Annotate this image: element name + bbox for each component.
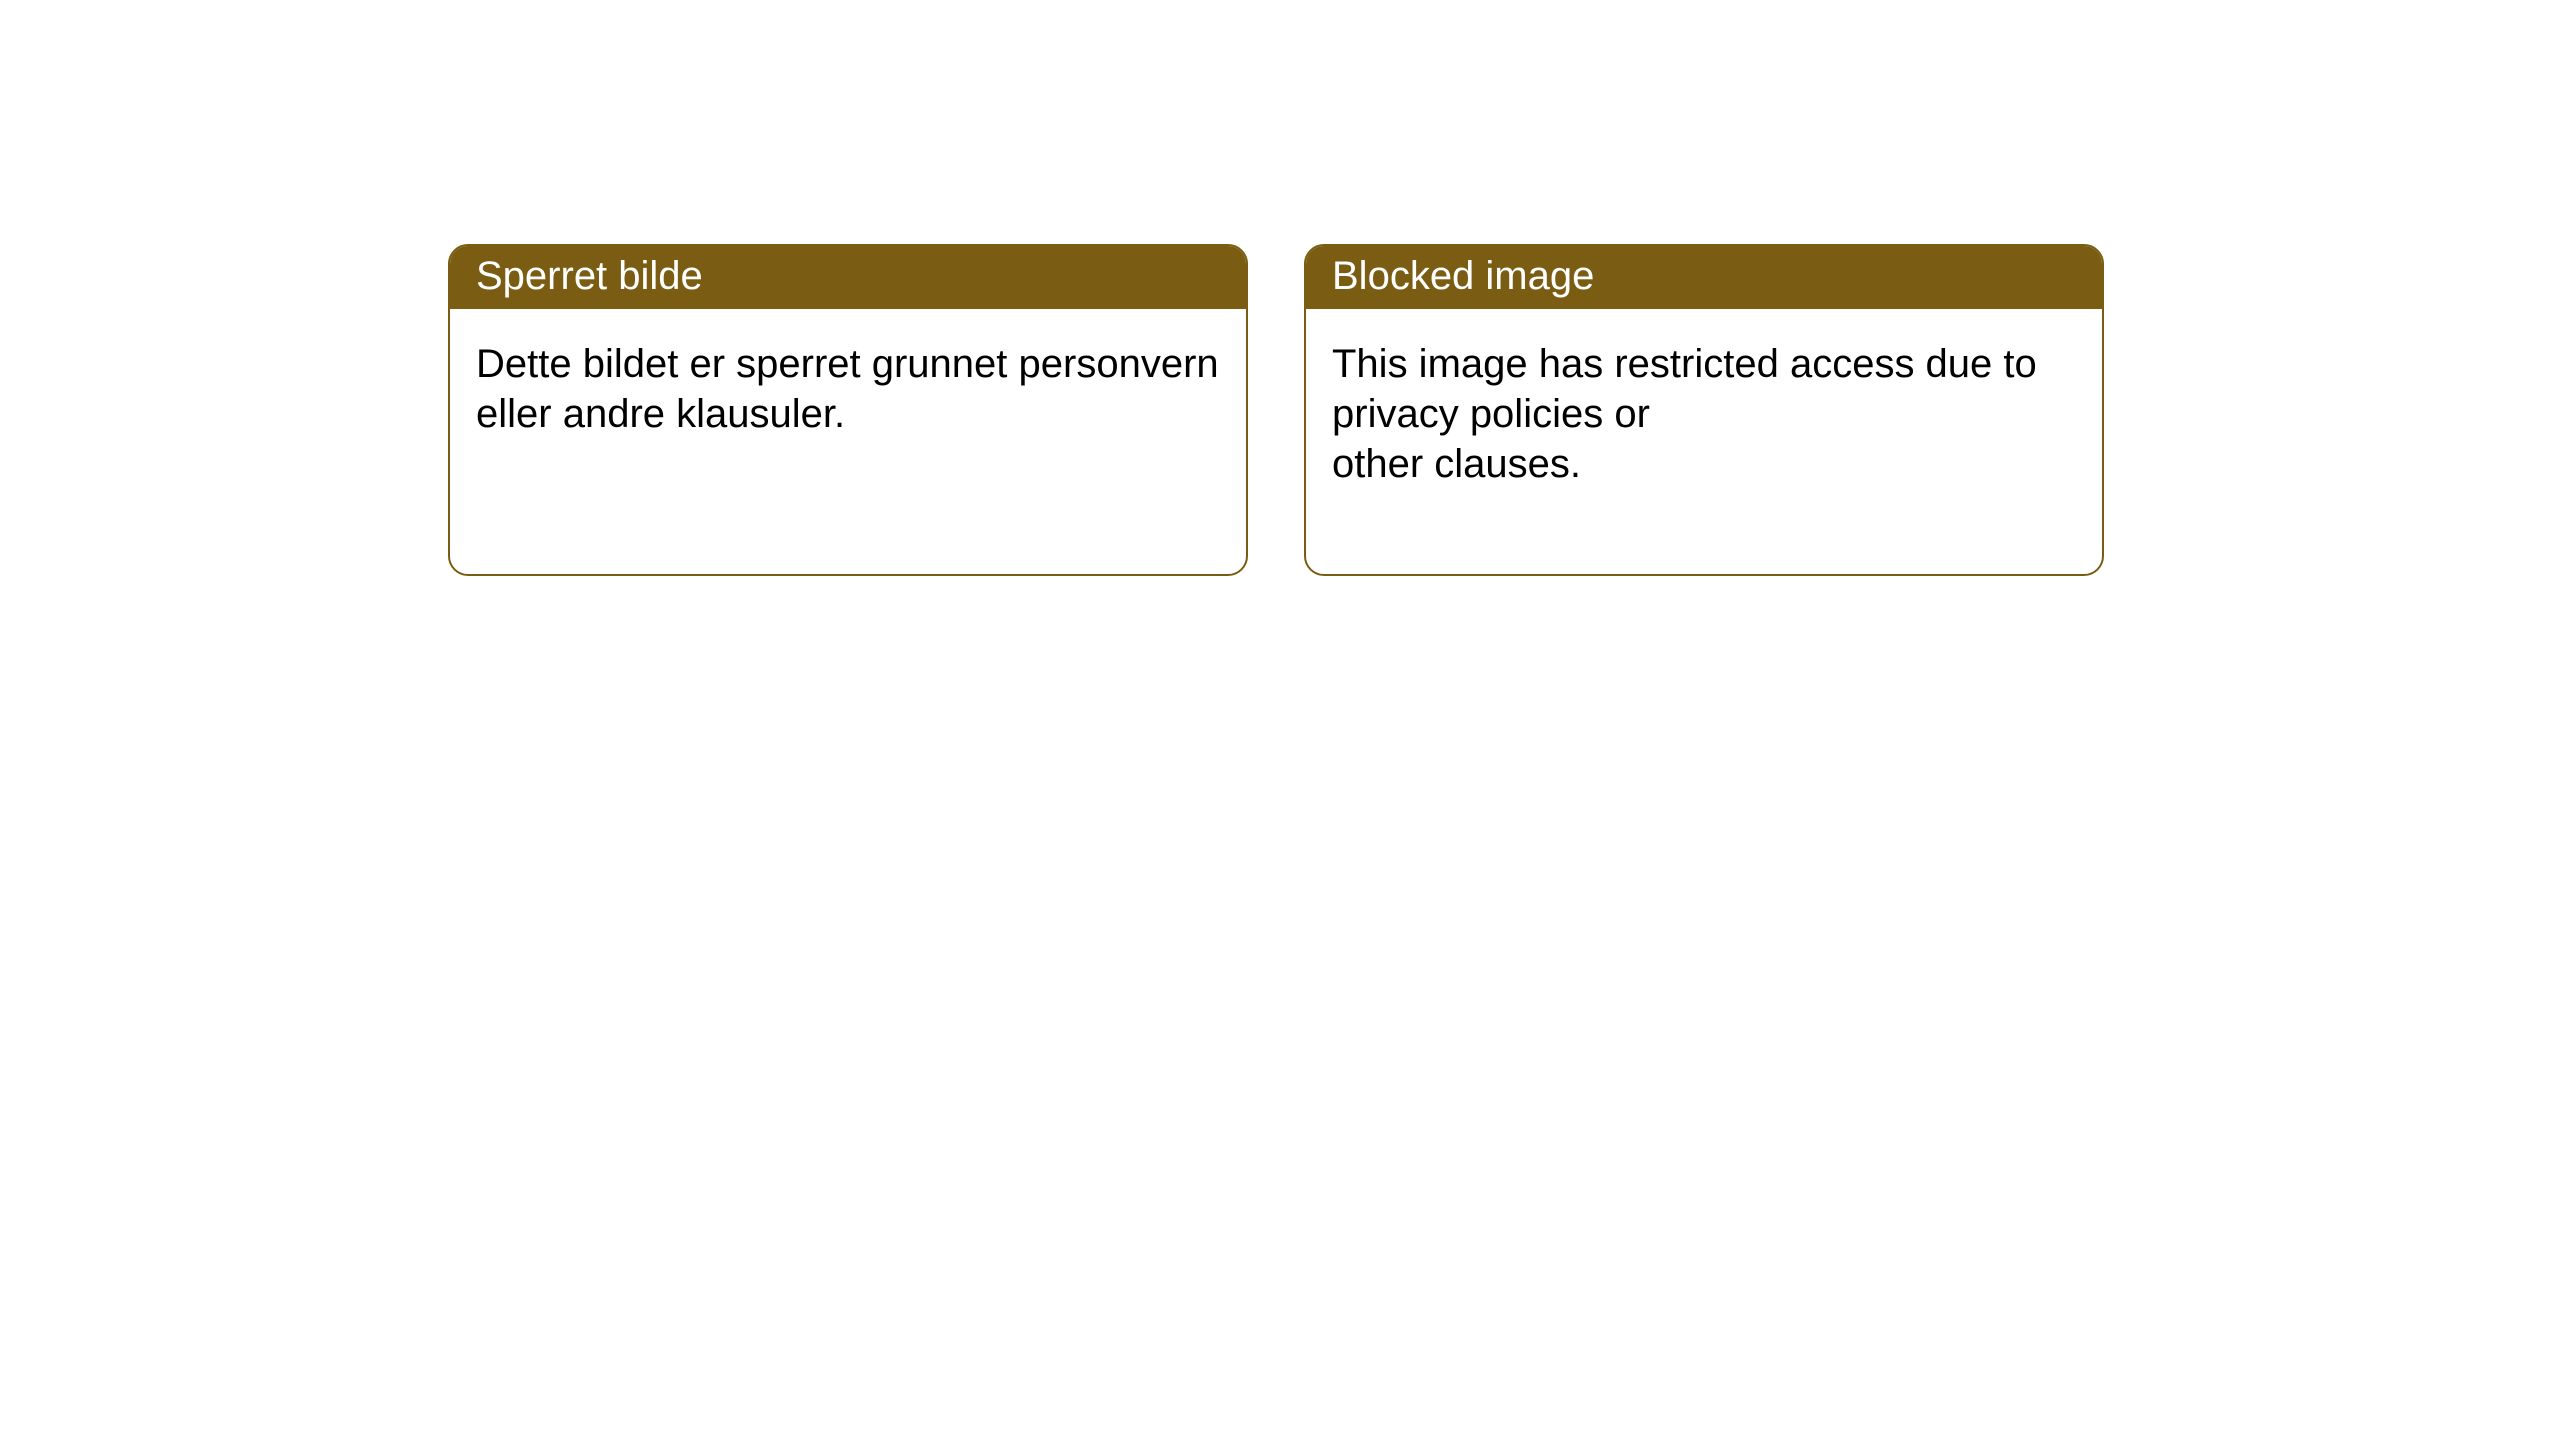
- notice-header: Blocked image: [1306, 246, 2102, 309]
- notice-container: Sperret bilde Dette bildet er sperret gr…: [0, 0, 2560, 576]
- notice-card-norwegian: Sperret bilde Dette bildet er sperret gr…: [448, 244, 1248, 576]
- notice-body: This image has restricted access due to …: [1306, 309, 2102, 519]
- notice-card-english: Blocked image This image has restricted …: [1304, 244, 2104, 576]
- notice-body: Dette bildet er sperret grunnet personve…: [450, 309, 1246, 469]
- notice-header: Sperret bilde: [450, 246, 1246, 309]
